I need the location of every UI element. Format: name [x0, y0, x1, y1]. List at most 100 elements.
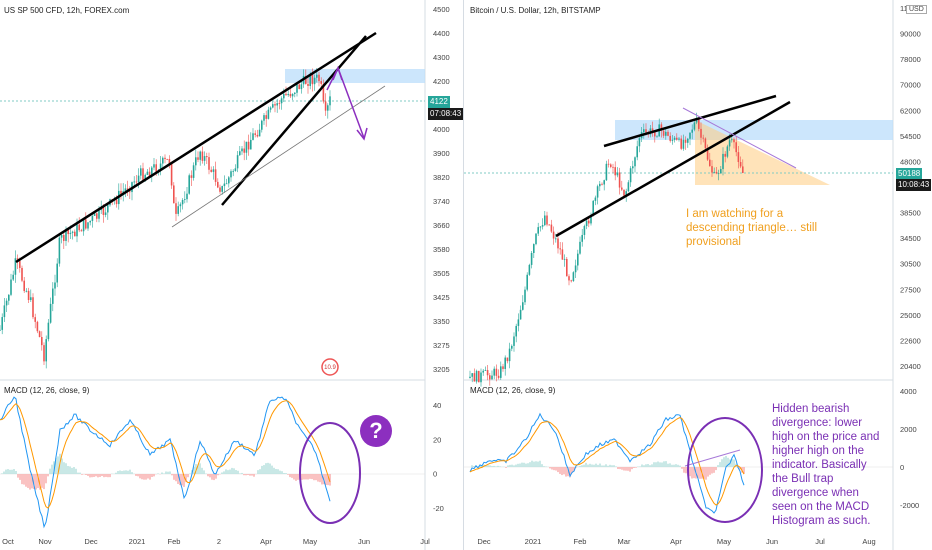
- right-hist-bar: [709, 467, 711, 475]
- right-hist-bar: [569, 467, 571, 478]
- right-candle: [656, 136, 658, 138]
- right-candle: [711, 166, 713, 173]
- left-candle: [318, 74, 320, 82]
- left-candle: [210, 169, 212, 172]
- right-hist-bar: [505, 467, 507, 468]
- left-hist-bar: [143, 474, 145, 480]
- right-candle: [568, 276, 570, 281]
- left-candle: [45, 339, 47, 362]
- right-chart-title: Bitcoin / U.S. Dollar, 12h, BITSTAMP: [470, 6, 601, 15]
- left-candle: [247, 141, 250, 150]
- left-price-tick: 4400: [433, 29, 450, 38]
- left-candle: [52, 288, 54, 304]
- right-candle: [552, 231, 555, 239]
- right-macd-histogram: [471, 455, 745, 480]
- left-candle: [96, 213, 98, 219]
- left-hist-bar: [207, 474, 209, 477]
- right-hist-bar: [683, 467, 685, 473]
- left-hist-bar: [201, 467, 203, 474]
- right-hist-bar: [481, 466, 483, 467]
- left-hist-bar: [17, 474, 19, 478]
- left-chart-title: US SP 500 CFD, 12h, FOREX.com: [4, 6, 130, 15]
- left-candle: [311, 74, 314, 85]
- left-candle: [324, 101, 327, 111]
- left-candle: [322, 83, 325, 102]
- left-hist-bar: [283, 472, 285, 474]
- right-candle: [555, 238, 557, 240]
- right-candle: [713, 171, 715, 173]
- left-hist-bar: [237, 470, 239, 474]
- left-candle: [201, 151, 204, 161]
- left-candle: [212, 169, 215, 172]
- right-candle: [660, 124, 663, 131]
- left-hist-bar: [165, 471, 167, 474]
- right-hist-bar: [645, 464, 647, 467]
- left-candle: [274, 104, 276, 106]
- left-candle: [8, 294, 10, 301]
- left-candle: [144, 174, 146, 181]
- left-candle: [5, 300, 8, 306]
- left-candle: [236, 155, 239, 169]
- left-hist-bar: [287, 474, 289, 475]
- left-candle: [104, 212, 107, 215]
- left-candle: [164, 157, 166, 160]
- left-candle: [256, 134, 259, 137]
- left-candle: [54, 282, 56, 289]
- svg-text:10.9: 10.9: [324, 365, 336, 371]
- right-candle: [704, 138, 707, 149]
- right-candle: [629, 168, 632, 183]
- right-hist-bar: [685, 467, 687, 474]
- right-candle: [511, 345, 513, 349]
- left-hist-bar: [291, 474, 293, 478]
- left-hist-bar: [167, 471, 169, 474]
- left-hist-bar: [161, 472, 163, 474]
- right-hist-bar: [649, 465, 651, 467]
- left-candle: [98, 210, 100, 219]
- left-price-tick: 3660: [433, 221, 450, 230]
- left-hist-bar: [247, 474, 249, 475]
- left-candle: [217, 181, 219, 188]
- left-hist-bar: [1, 473, 3, 474]
- right-candle: [671, 139, 674, 141]
- right-hist-bar: [579, 465, 581, 467]
- right-hist-bar: [597, 464, 599, 467]
- left-hist-bar: [295, 474, 297, 481]
- right-hist-bar: [611, 465, 613, 467]
- right-candle: [546, 215, 548, 225]
- left-hist-bar: [9, 469, 11, 474]
- right-price-tick: 27500: [900, 285, 921, 294]
- right-hist-bar: [703, 467, 705, 479]
- left-candle: [300, 84, 303, 90]
- left-hist-bar: [281, 471, 283, 474]
- left-candle: [93, 213, 96, 216]
- right-candle: [722, 153, 724, 170]
- right-hist-bar: [585, 462, 587, 467]
- right-candle: [548, 224, 550, 226]
- left-hist-bar: [21, 474, 23, 485]
- left-hist-bar: [197, 464, 199, 474]
- currency-badge[interactable]: USD: [906, 5, 927, 14]
- right-candle: [590, 215, 592, 224]
- left-candle: [228, 177, 230, 184]
- left-last-time-tag: 07:08:43: [428, 108, 464, 120]
- left-hist-bar: [13, 469, 15, 474]
- left-price-tick: 4500: [433, 5, 450, 14]
- left-candle: [309, 74, 311, 86]
- left-hist-bar: [275, 469, 277, 474]
- left-macd-tick: -20: [433, 504, 444, 513]
- right-candle: [544, 215, 546, 226]
- left-hist-bar: [245, 474, 247, 476]
- left-candle: [56, 263, 58, 283]
- right-hist-bar: [521, 462, 523, 467]
- left-macd-axis: 40 20 0 -20: [433, 401, 444, 513]
- right-candle: [537, 227, 539, 234]
- right-hist-bar: [613, 465, 615, 467]
- left-candle: [329, 96, 331, 106]
- left-hist-bar: [3, 471, 5, 474]
- left-candle: [232, 170, 234, 172]
- left-hist-bar: [289, 474, 291, 478]
- left-hist-bar: [125, 470, 127, 474]
- right-hist-bar: [657, 461, 659, 467]
- right-candle: [539, 226, 542, 228]
- right-candle: [550, 224, 553, 232]
